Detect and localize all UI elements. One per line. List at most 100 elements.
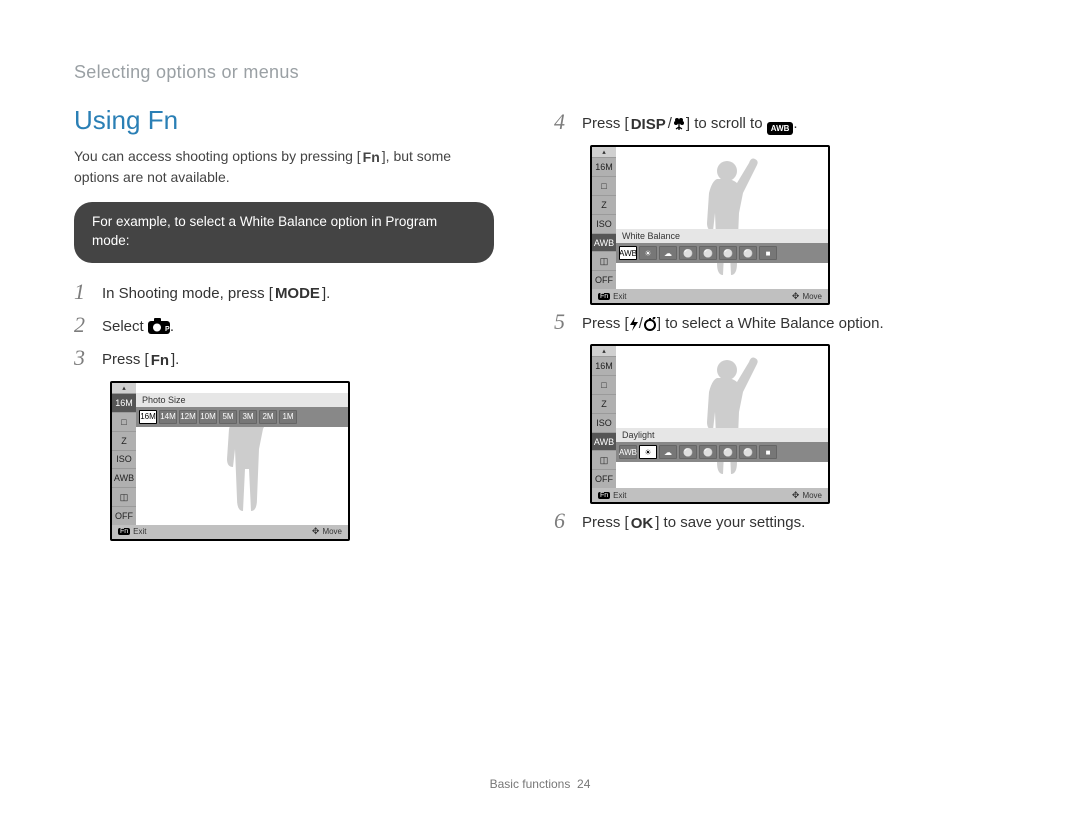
optionbar-label: White Balance [616, 229, 828, 243]
step-body: Press [DISP/] to scroll to AWB. [582, 111, 798, 135]
sidebar-item-0: 16M [112, 393, 136, 412]
step-3: 3Press [Fn]. [74, 347, 494, 371]
sidebar-item-4: AWB [592, 432, 616, 451]
sidebar-item-0: 16M [592, 157, 616, 176]
option-0: AWB [619, 445, 637, 459]
sidebar-item-5: ◫ [592, 251, 616, 270]
lcd-photo-size-wrap: ▴16M□ZISOAWB◫OFFPhoto Size16M14M12M10M5M… [110, 381, 494, 541]
option-4: ⚪ [699, 445, 717, 459]
lcd-footer: FnExit ✥Move [592, 488, 828, 502]
option-1: ☀ [639, 445, 657, 459]
lcd-sidebar: ▴16M□ZISOAWB◫OFF [592, 346, 616, 488]
sidebar-item-0: 16M [592, 356, 616, 375]
option-0: 16M [139, 410, 157, 424]
step-number: 1 [74, 281, 102, 303]
option-3: 10M [199, 410, 217, 424]
step-number: 3 [74, 347, 102, 369]
key-fn: Fn [149, 350, 171, 371]
step-1: 1In Shooting mode, press [MODE]. [74, 281, 494, 305]
sidebar-item-4: AWB [112, 468, 136, 487]
example-callout: For example, to select a White Balance o… [74, 202, 494, 263]
lcd-exit: FnExit [592, 488, 633, 502]
option-1: ☀ [639, 246, 657, 260]
section-title: Using Fn [74, 105, 494, 136]
lcd-sidebar: ▴16M□ZISOAWB◫OFF [112, 383, 136, 525]
lcd-white-balance: ▴16M□ZISOAWB◫OFFWhite BalanceAWB☀☁⚪⚪⚪⚪■F… [590, 145, 830, 305]
flash-icon [629, 317, 639, 331]
step-4: 4Press [DISP/] to scroll to AWB. [554, 111, 974, 135]
lcd-content: Photo Size16M14M12M10M5M3M2M1M [136, 383, 348, 525]
silhouette [616, 346, 828, 488]
sidebar-item-1: □ [592, 375, 616, 394]
footer-page-number: 24 [577, 777, 590, 791]
lcd-optionbar: Photo Size16M14M12M10M5M3M2M1M [136, 393, 348, 427]
fn-key: Fn [361, 147, 382, 167]
steps-left: 1In Shooting mode, press [MODE]. 2Select … [74, 281, 494, 371]
content-columns: Using Fn You can access shooting options… [74, 105, 1006, 547]
scroll-up-icon: ▴ [592, 147, 616, 157]
lcd-optionbar: DaylightAWB☀☁⚪⚪⚪⚪■ [616, 428, 828, 462]
option-2: ☁ [659, 445, 677, 459]
lcd-exit: FnExit [592, 289, 633, 303]
step-body: Press [Fn]. [102, 347, 179, 371]
sidebar-item-1: □ [112, 412, 136, 431]
lcd-optionbar: White BalanceAWB☀☁⚪⚪⚪⚪■ [616, 229, 828, 263]
lcd-content: DaylightAWB☀☁⚪⚪⚪⚪■ [616, 346, 828, 488]
step-5: 5Press [/] to select a White Balance opt… [554, 311, 974, 334]
sidebar-item-4: AWB [592, 233, 616, 252]
lcd-daylight-wrap: ▴16M□ZISOAWB◫OFFDaylightAWB☀☁⚪⚪⚪⚪■FnExit… [590, 344, 974, 504]
intro-text: You can access shooting options by press… [74, 146, 494, 188]
sidebar-item-5: ◫ [112, 487, 136, 506]
option-5: ⚪ [719, 246, 737, 260]
right-column: 4Press [DISP/] to scroll to AWB. ▴16M□ZI… [554, 105, 974, 547]
optionbar-options: AWB☀☁⚪⚪⚪⚪■ [616, 243, 828, 263]
silhouette [616, 147, 828, 289]
option-5: 3M [239, 410, 257, 424]
optionbar-options: 16M14M12M10M5M3M2M1M [136, 407, 348, 427]
scroll-up-icon: ▴ [592, 346, 616, 356]
option-2: 12M [179, 410, 197, 424]
lcd-footer: FnExit ✥Move [592, 289, 828, 303]
sidebar-item-5: ◫ [592, 450, 616, 469]
lcd-daylight: ▴16M□ZISOAWB◫OFFDaylightAWB☀☁⚪⚪⚪⚪■FnExit… [590, 344, 830, 504]
step-6: 6Press [OK] to save your settings. [554, 510, 974, 534]
step-number: 5 [554, 311, 582, 333]
lcd-footer: FnExit✥Move [112, 525, 348, 539]
sidebar-item-2: Z [112, 431, 136, 450]
option-3: ⚪ [679, 445, 697, 459]
sidebar-item-3: ISO [592, 214, 616, 233]
option-1: 14M [159, 410, 177, 424]
lcd-photo-size: ▴16M□ZISOAWB◫OFFPhoto Size16M14M12M10M5M… [110, 381, 350, 541]
option-6: ⚪ [739, 246, 757, 260]
step-4: 4Press [DISP/] to scroll to AWB. [554, 111, 974, 135]
lcd-move: ✥Move [786, 289, 828, 303]
optionbar-options: AWB☀☁⚪⚪⚪⚪■ [616, 442, 828, 462]
step-number: 6 [554, 510, 582, 532]
option-7: ■ [759, 246, 777, 260]
step-2: 2Select P. [74, 314, 494, 337]
sidebar-item-2: Z [592, 394, 616, 413]
sidebar-item-2: Z [592, 195, 616, 214]
awb-icon: AWB [767, 122, 794, 135]
flower-icon [672, 117, 686, 131]
camera-p-icon: P [148, 318, 170, 334]
step-body: Press [OK] to save your settings. [582, 510, 805, 534]
option-5: ⚪ [719, 445, 737, 459]
intro-before: You can access shooting options by press… [74, 148, 361, 164]
step-number: 4 [554, 111, 582, 133]
lcd-move: ✥Move [786, 488, 828, 502]
sidebar-item-6: OFF [112, 506, 136, 525]
option-7: ■ [759, 445, 777, 459]
key-mode: MODE [273, 283, 322, 304]
lcd-white-balance-wrap: ▴16M□ZISOAWB◫OFFWhite BalanceAWB☀☁⚪⚪⚪⚪■F… [590, 145, 974, 305]
option-6: 2M [259, 410, 277, 424]
lcd-move: ✥Move [306, 525, 348, 539]
lcd-content: White BalanceAWB☀☁⚪⚪⚪⚪■ [616, 147, 828, 289]
optionbar-label: Photo Size [136, 393, 348, 407]
left-column: Using Fn You can access shooting options… [74, 105, 494, 547]
scroll-up-icon: ▴ [112, 383, 136, 393]
option-2: ☁ [659, 246, 677, 260]
manual-page: Selecting options or menus Using Fn You … [0, 0, 1080, 815]
option-3: ⚪ [679, 246, 697, 260]
page-footer: Basic functions 24 [0, 777, 1080, 791]
